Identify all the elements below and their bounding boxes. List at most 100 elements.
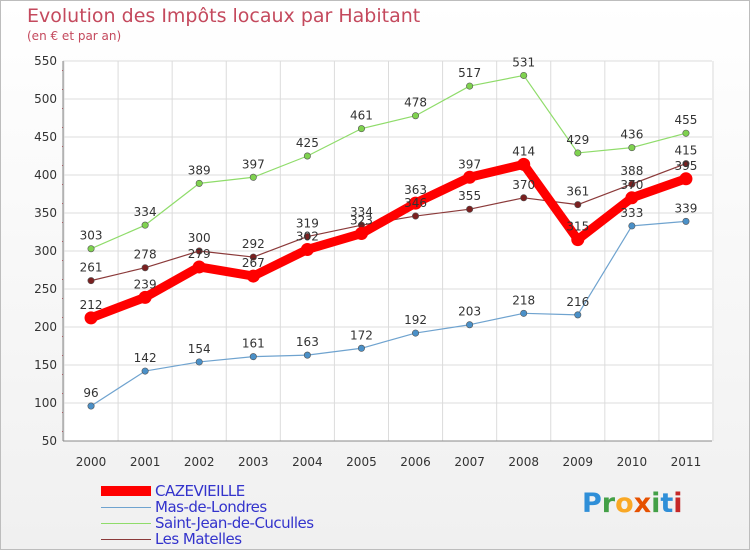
- legend-swatch-saint-jean-de-cuculles: [101, 523, 151, 524]
- data-label-cazevieille: 414: [512, 144, 535, 158]
- legend-label-cazevieille: CAZEVIEILLE: [155, 482, 245, 500]
- data-point-saint-jean-de-cuculles: [628, 144, 636, 152]
- logo-letter: i: [651, 488, 661, 519]
- data-label-les-matelles: 334: [350, 205, 373, 219]
- data-label-mas-de-londres: 339: [675, 201, 698, 215]
- data-label-cazevieille: 239: [134, 277, 157, 291]
- logo-letter: x: [633, 488, 652, 519]
- data-label-mas-de-londres: 96: [83, 386, 98, 400]
- data-label-mas-de-londres: 172: [350, 328, 373, 342]
- data-label-mas-de-londres: 192: [404, 313, 427, 327]
- y-tick-label: 450: [34, 130, 57, 144]
- data-point-saint-jean-de-cuculles: [574, 149, 582, 157]
- logo-letter: t: [660, 488, 674, 519]
- data-point-les-matelles: [682, 160, 690, 168]
- data-point-les-matelles: [303, 233, 311, 241]
- data-label-mas-de-londres: 142: [134, 351, 157, 365]
- proxiti-logo: Proxiti: [582, 488, 683, 519]
- data-point-les-matelles: [628, 180, 636, 188]
- data-label-les-matelles: 300: [188, 231, 211, 245]
- x-tick-label: 2007: [454, 455, 485, 469]
- data-point-mas-de-londres: [412, 329, 420, 337]
- data-label-mas-de-londres: 216: [566, 295, 589, 309]
- data-label-mas-de-londres: 218: [512, 293, 535, 307]
- data-label-les-matelles: 355: [458, 189, 481, 203]
- x-tick-label: 2002: [184, 455, 215, 469]
- data-point-cazevieille: [625, 191, 639, 205]
- data-label-saint-jean-de-cuculles: 531: [512, 55, 535, 69]
- data-point-saint-jean-de-cuculles: [141, 221, 149, 229]
- data-point-cazevieille: [679, 172, 693, 186]
- data-point-saint-jean-de-cuculles: [520, 71, 528, 79]
- data-label-saint-jean-de-cuculles: 303: [80, 229, 103, 243]
- data-point-saint-jean-de-cuculles: [195, 179, 203, 187]
- logo-letter: P: [582, 488, 602, 519]
- data-label-cazevieille: 212: [80, 298, 103, 312]
- data-point-saint-jean-de-cuculles: [357, 125, 365, 133]
- x-tick-label: 2006: [400, 455, 431, 469]
- data-label-saint-jean-de-cuculles: 429: [566, 133, 589, 147]
- chart-title: Evolution des Impôts locaux par Habitant: [27, 5, 421, 27]
- data-label-cazevieille: 395: [675, 159, 698, 173]
- data-label-les-matelles: 278: [134, 248, 157, 262]
- data-label-les-matelles: 292: [242, 237, 265, 251]
- data-label-cazevieille: 315: [566, 220, 589, 234]
- series-line-saint-jean-de-cuculles: [90, 74, 687, 250]
- data-label-cazevieille: 279: [188, 247, 211, 261]
- data-point-saint-jean-de-cuculles: [87, 245, 95, 253]
- x-tick-label: 2009: [563, 455, 594, 469]
- data-label-cazevieille: 302: [296, 229, 319, 243]
- logo-letter: i: [673, 488, 683, 519]
- data-point-cazevieille: [354, 227, 368, 241]
- data-label-mas-de-londres: 161: [242, 337, 265, 351]
- x-tick-label: 2005: [346, 455, 377, 469]
- y-tick-label: 200: [34, 320, 57, 334]
- data-label-cazevieille: 370: [620, 178, 643, 192]
- legend-swatch-les-matelles: [101, 539, 151, 540]
- x-tick-label: 2000: [76, 455, 107, 469]
- data-label-saint-jean-de-cuculles: 461: [350, 109, 373, 123]
- data-label-mas-de-londres: 154: [188, 342, 211, 356]
- x-tick-label: 2010: [617, 455, 648, 469]
- data-label-les-matelles: 415: [675, 144, 698, 158]
- data-point-cazevieille: [192, 260, 206, 274]
- data-point-saint-jean-de-cuculles: [412, 112, 420, 120]
- series-line-cazevieille: [86, 159, 691, 323]
- data-label-cazevieille: 363: [404, 183, 427, 197]
- legend-swatch-mas-de-londres: [101, 507, 151, 508]
- data-point-mas-de-londres: [87, 402, 95, 410]
- data-point-mas-de-londres: [574, 311, 582, 319]
- legend-label-les-matelles: Les Matelles: [155, 530, 242, 548]
- data-point-les-matelles: [520, 194, 528, 202]
- x-tick-label: 2004: [292, 455, 323, 469]
- data-point-mas-de-londres: [520, 309, 528, 317]
- legend-label-saint-jean-de-cuculles: Saint-Jean-de-Cuculles: [155, 514, 314, 532]
- data-point-cazevieille: [246, 269, 260, 283]
- data-point-mas-de-londres: [357, 344, 365, 352]
- y-tick-label: 300: [34, 244, 57, 258]
- data-point-cazevieille: [409, 196, 423, 210]
- data-point-cazevieille: [463, 170, 477, 184]
- data-point-cazevieille: [138, 290, 152, 304]
- data-label-les-matelles: 346: [404, 196, 427, 210]
- data-label-saint-jean-de-cuculles: 389: [188, 163, 211, 177]
- data-label-les-matelles: 388: [620, 164, 643, 178]
- legend-label-mas-de-londres: Mas-de-Londres: [155, 498, 267, 516]
- data-point-les-matelles: [466, 205, 474, 213]
- data-point-saint-jean-de-cuculles: [466, 82, 474, 90]
- data-label-saint-jean-de-cuculles: 517: [458, 66, 481, 80]
- data-label-cazevieille: 323: [350, 214, 373, 228]
- y-tick-label: 50: [42, 434, 57, 448]
- data-point-cazevieille: [571, 233, 585, 247]
- data-point-les-matelles: [249, 253, 257, 261]
- data-point-mas-de-londres: [249, 353, 257, 361]
- data-point-mas-de-londres: [141, 367, 149, 375]
- data-point-saint-jean-de-cuculles: [249, 173, 257, 181]
- data-point-cazevieille: [300, 242, 314, 256]
- x-tick-label: 2001: [130, 455, 161, 469]
- data-point-mas-de-londres: [466, 321, 474, 329]
- y-tick-label: 250: [34, 282, 57, 296]
- data-point-saint-jean-de-cuculles: [303, 152, 311, 160]
